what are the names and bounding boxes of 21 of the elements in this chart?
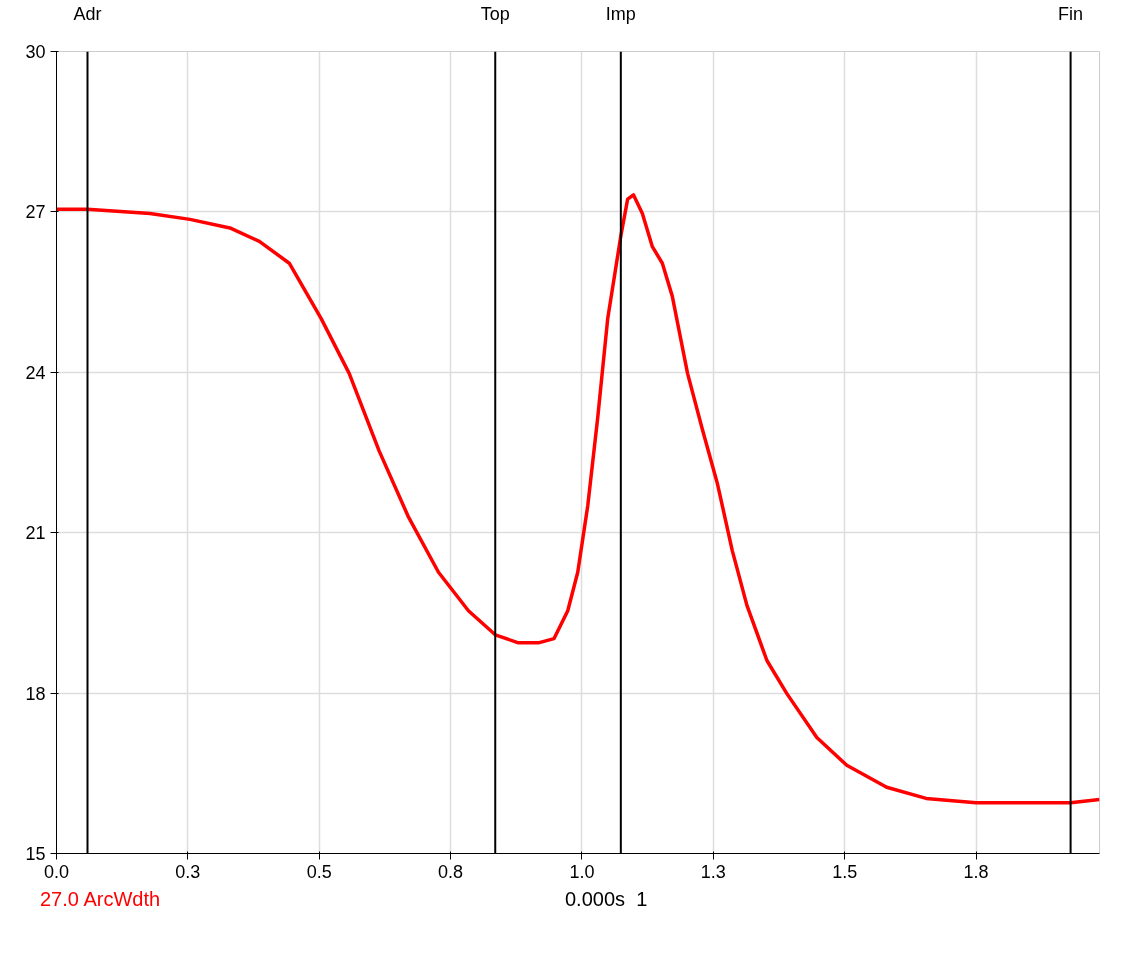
x-tick-label: 0.5: [306, 861, 332, 882]
x-tick-label: 1.0: [569, 861, 595, 882]
x-tick-label: 0.3: [175, 861, 201, 882]
y-tick-label: 24: [25, 362, 46, 383]
ref-line-label: Fin: [1058, 3, 1084, 24]
y-tick-label: 21: [25, 523, 46, 544]
line-series: [56, 193, 1100, 805]
y-tick-label: 30: [25, 42, 46, 62]
x-tick-label: 0.8: [438, 861, 464, 882]
ref-line-label: Top: [480, 3, 510, 24]
x-tick-label: 1.3: [700, 861, 726, 882]
x-tick-label: 1.8: [963, 861, 989, 882]
text: 0.000s 1: [565, 887, 648, 912]
ref-line-label: Adr: [73, 3, 102, 24]
text: 27.0 ArcWdth: [40, 887, 161, 912]
ref-line-label: Imp: [605, 3, 636, 24]
y-tick-label: 15: [25, 844, 46, 864]
x-tick-label: 0.0: [43, 861, 70, 882]
y-tick-label: 27: [25, 202, 46, 223]
y-tick-label: 18: [25, 683, 46, 704]
x-tick-label: 1.5: [832, 861, 858, 882]
